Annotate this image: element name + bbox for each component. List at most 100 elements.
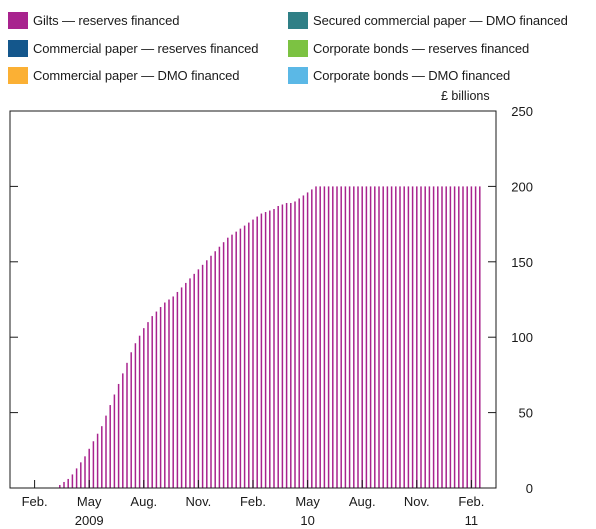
legend-swatch [288,39,308,57]
legend-swatch [288,11,308,29]
bar-gilts-week [411,186,414,488]
bar-gilts-week [319,186,321,488]
bar-gilts-week [403,186,405,488]
bar-gilts-week [260,213,263,489]
legend-label: Gilts — reserves financed [33,12,180,28]
x-tick-label: Feb. [240,494,266,509]
bar-gilts-week [378,186,380,488]
bar-gilts-week [130,352,132,488]
bar-gilts-week [285,202,288,489]
chart-legend: Gilts — reserves financed Secured commer… [0,0,596,90]
bar-gilts-week [365,186,368,488]
bar-gilts-week [348,186,351,488]
bar-gilts-week [113,394,116,488]
bar-gilts-week [227,237,229,488]
y-tick-label: 150 [511,255,533,270]
bar-gilts-week [105,415,107,488]
y-tick-label: 200 [511,179,533,194]
bar-gilts-week [92,441,95,488]
bar-gilts-week [189,278,191,488]
x-year-label: 10 [300,513,314,528]
bar-gilts-week [281,204,284,488]
legend-swatch [288,66,308,84]
bar-gilts-week [458,186,460,488]
bar-gilts-week [101,426,103,488]
bar-gilts-week [336,186,338,488]
bar-gilts-week [143,328,145,488]
x-year-label: 2009 [75,513,104,528]
bar-gilts-week [180,287,183,488]
bar-gilts-week [315,186,317,488]
x-tick-label: Nov. [186,494,212,509]
legend-swatch [8,66,28,84]
bar-gilts-week [340,186,342,488]
bar-gilts-week [437,186,439,488]
x-tick-label: May [295,494,320,509]
bar-gilts-week [466,186,468,488]
bar-gilts-week [155,311,158,488]
bar-gilts-week [243,225,246,489]
x-axis: Feb. May Aug. Nov. Feb. May Aug. Nov. Feb. 2009 10… [22,480,484,528]
bar-gilts-week [357,186,359,488]
bar-gilts-week [151,316,153,488]
y-tick-label: 100 [511,330,533,345]
bar-gilts-week [479,186,481,488]
x-tick-label: Feb. [22,494,48,509]
bar-gilts-week [159,307,162,488]
bar-gilts-week [361,186,363,488]
bar-gilts-week [369,186,372,488]
bar-gilts-week [176,291,179,488]
bar-gilts-week [214,251,216,488]
bar-gilts-week [59,484,61,488]
legend-item-cp-reserves: Commercial paper — reserves financed [8,38,259,58]
bar-gilts-week [432,186,435,488]
bar-gilts-week [298,198,300,488]
x-tick-label: Nov. [404,494,430,509]
bar-gilts-week [84,456,86,488]
bar-gilts-week [420,186,422,488]
bar-gilts-week [273,209,275,488]
bar-gilts-week [264,212,267,489]
bar-gilts-week [382,186,384,488]
bar-gilts-week [311,189,313,489]
bar-gilts-week [445,186,447,488]
bar-gilts-week [399,186,401,488]
legend-label: Corporate bonds — DMO financed [313,67,511,83]
bar-gilts-week [126,362,128,488]
bar-gilts-week [386,186,389,488]
x-tick-label: May [77,494,102,509]
bar-gilts-week [117,383,120,488]
legend-swatch [8,39,28,57]
bar-gilts-week [96,433,99,488]
legend-label: Secured commercial paper — DMO financed [313,12,568,28]
bar-gilts-week [327,186,330,488]
bar-gilts-week [416,186,418,488]
bar-gilts-week [206,260,208,488]
legend-item-corp-bonds-dmo: Corporate bonds — DMO financed [288,65,510,85]
x-tick-label: Aug. [130,494,157,509]
bar-gilts-week [235,231,237,488]
bar-gilts-week [164,302,166,488]
bar-gilts-week [122,373,124,488]
bar-gilts-week [248,222,250,488]
bar-gilts-week [63,481,65,488]
bar-gilts-week [332,186,334,488]
bar-gilts-week [353,186,355,488]
y-axis: 0 50 100 150 200 250 [10,104,533,496]
bar-gilts-week [218,246,221,488]
bar-gilts-week [80,462,82,488]
legend-label: Commercial paper — DMO financed [33,67,240,83]
bar-gilts-week [407,186,410,488]
bar-gilts-week [449,186,452,488]
bar-gilts-week [462,186,464,488]
bar-gilts-week [474,186,477,488]
bar-gilts-week [193,273,195,488]
bar-gilts-week [239,228,242,488]
bar-gilts-week [374,186,376,488]
legend-label: Corporate bonds — reserves financed [313,40,530,56]
legend-swatch [8,11,28,29]
y-tick-label: 0 [526,481,533,496]
bar-gilts-week [201,264,204,488]
bar-gilts-week [269,210,271,488]
